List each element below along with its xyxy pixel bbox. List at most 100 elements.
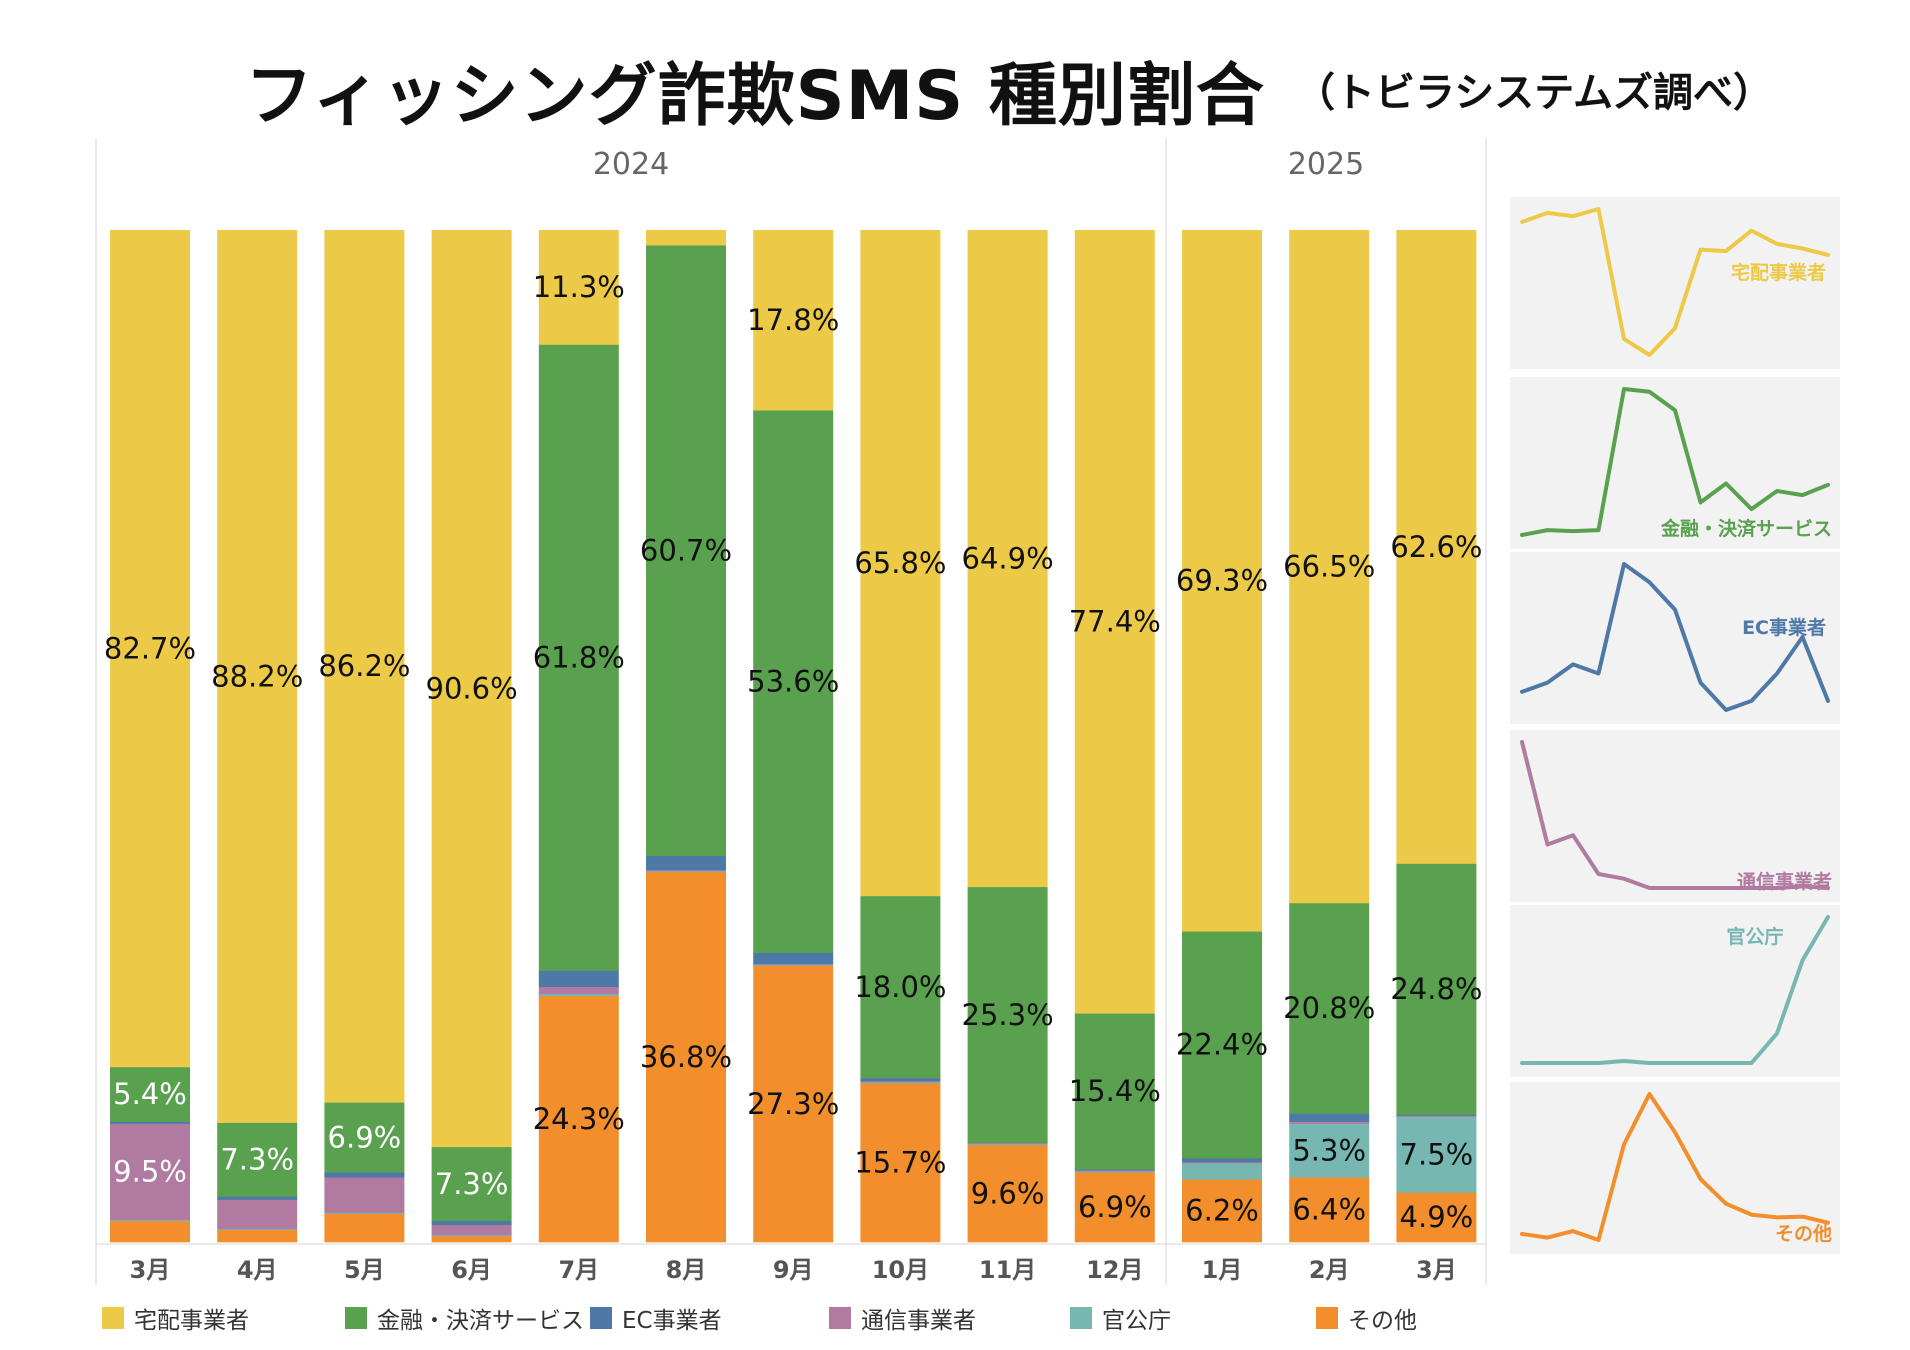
bar-delivery-7 (860, 230, 941, 897)
data-label-other-7: 15.7% (854, 1146, 946, 1180)
data-label-delivery-4: 11.3% (533, 270, 625, 304)
bar-finance-2 (324, 1102, 405, 1173)
bar-other-1 (217, 1229, 298, 1243)
bar-gov-6 (753, 964, 834, 967)
bar-ec-5 (646, 855, 726, 871)
sparkline-line-finance (1520, 387, 1830, 537)
sparkline-panel-delivery (1510, 197, 1840, 369)
data-label-other-10: 6.2% (1185, 1194, 1259, 1228)
bar-gov-7 (860, 1082, 941, 1084)
bar-gov-3 (431, 1234, 512, 1237)
data-label-gov-12: 7.5% (1400, 1137, 1474, 1171)
bar-ec-4 (538, 970, 619, 988)
bar-other-0 (110, 1220, 190, 1243)
chart-title: フィッシング詐欺SMS 種別割合 (245, 57, 1265, 136)
legend-item-5: その他 (1316, 1300, 1417, 1336)
data-label-delivery-0: 82.7% (104, 631, 196, 665)
bar-finance-0 (110, 1066, 190, 1122)
sparkline-panel-telecom (1510, 730, 1840, 902)
bar-gov-1 (217, 1228, 298, 1231)
bar-finance-1 (217, 1122, 298, 1197)
year-header-2024: 2024 (593, 147, 669, 182)
bar-ec-1 (217, 1196, 298, 1200)
data-label-finance-7: 18.0% (854, 970, 946, 1004)
sparkline-line-telecom (1520, 740, 1830, 890)
bar-delivery-6 (753, 230, 834, 411)
legend-swatch (1070, 1307, 1092, 1329)
legend-swatch (345, 1307, 367, 1329)
x-tick-label-11: 2月 (1309, 1256, 1350, 1284)
bar-telecom-7 (860, 1081, 941, 1083)
data-label-other-4: 24.3% (533, 1102, 625, 1136)
bar-telecom-10 (1182, 1162, 1262, 1164)
data-label-other-11: 6.4% (1292, 1193, 1366, 1227)
year-header-2025: 2025 (1288, 147, 1364, 182)
bar-telecom-11 (1289, 1121, 1370, 1124)
bar-finance-8 (967, 886, 1048, 1144)
bar-delivery-5 (646, 230, 726, 246)
data-label-finance-5: 60.7% (640, 533, 732, 567)
sparkline-panel-ec (1510, 552, 1840, 724)
bar-finance-6 (753, 410, 834, 953)
bar-delivery-9 (1074, 230, 1155, 1014)
legend-item-1: 金融・決済サービス (345, 1300, 584, 1336)
bar-telecom-8 (967, 1142, 1048, 1145)
bar-ec-3 (431, 1220, 512, 1226)
bar-ec-12 (1396, 1114, 1477, 1116)
bar-telecom-6 (753, 963, 834, 966)
bar-delivery-8 (967, 230, 1048, 888)
sparkline-panel-other (1510, 1082, 1840, 1254)
bar-other-3 (431, 1235, 512, 1243)
bar-ec-10 (1182, 1158, 1262, 1163)
bar-other-2 (324, 1213, 405, 1243)
sparkline-line-gov (1520, 915, 1830, 1065)
bar-delivery-11 (1289, 230, 1370, 904)
x-tick-label-6: 9月 (773, 1256, 814, 1284)
bar-other-8 (967, 1144, 1048, 1243)
data-label-finance-1: 7.3% (220, 1143, 294, 1177)
legend-label: 宅配事業者 (134, 1308, 249, 1334)
legend-label: 通信事業者 (861, 1308, 976, 1334)
bar-gov-2 (324, 1212, 405, 1214)
bar-ec-9 (1074, 1169, 1155, 1171)
bar-gov-4 (538, 993, 619, 997)
bar-gov-11 (1289, 1123, 1370, 1178)
sparkline-label-gov: 官公庁 (1726, 925, 1783, 948)
x-tick-label-1: 4月 (237, 1256, 278, 1284)
data-label-finance-3: 7.3% (435, 1167, 509, 1201)
bar-finance-11 (1289, 902, 1370, 1114)
bar-telecom-3 (431, 1224, 512, 1236)
legend-item-0: 宅配事業者 (102, 1300, 249, 1336)
bar-other-4 (538, 995, 619, 1243)
data-label-gov-11: 5.3% (1292, 1133, 1366, 1167)
data-label-finance-11: 20.8% (1283, 991, 1375, 1025)
data-label-delivery-9: 77.4% (1069, 605, 1161, 639)
bar-other-5 (646, 871, 726, 1243)
legend-label: EC事業者 (622, 1308, 722, 1334)
chart-canvas: 2024 2025 3月 4月 5月 6月 7月 8月 9月 10月 11月 12月 1月 2月 3月 82.… (95, 138, 1840, 1285)
bar-telecom-4 (538, 986, 619, 995)
sparkline-line-other (1520, 1092, 1830, 1242)
bar-other-6 (753, 965, 834, 1243)
data-label-finance-10: 22.4% (1176, 1028, 1268, 1062)
data-label-other-8: 9.6% (971, 1176, 1045, 1210)
data-label-delivery-1: 88.2% (211, 659, 303, 693)
bar-finance-5 (646, 245, 726, 857)
legend: 宅配事業者 金融・決済サービス EC事業者 通信事業者 官公庁 その他 (102, 1300, 1602, 1336)
bar-finance-9 (1074, 1013, 1155, 1170)
legend-label: その他 (1348, 1308, 1417, 1334)
sparkline-label-telecom: 通信事業者 (1737, 870, 1832, 893)
bar-delivery-4 (538, 230, 619, 345)
bar-gov-5 (646, 870, 726, 873)
legend-item-4: 官公庁 (1070, 1300, 1171, 1336)
legend-label: 官公庁 (1102, 1308, 1171, 1334)
sparkline-label-other: その他 (1775, 1222, 1832, 1245)
legend-swatch (829, 1307, 851, 1329)
x-tick-label-9: 12月 (1086, 1256, 1143, 1284)
data-label-finance-2: 6.9% (328, 1120, 402, 1154)
data-label-other-12: 4.9% (1400, 1200, 1474, 1234)
x-tick-label-7: 10月 (872, 1256, 929, 1284)
bar-delivery-12 (1396, 230, 1477, 864)
x-tick-label-5: 8月 (666, 1256, 707, 1284)
title-area: フィッシング詐欺SMS 種別割合 （トビラシステムズ調べ） (0, 30, 1910, 140)
